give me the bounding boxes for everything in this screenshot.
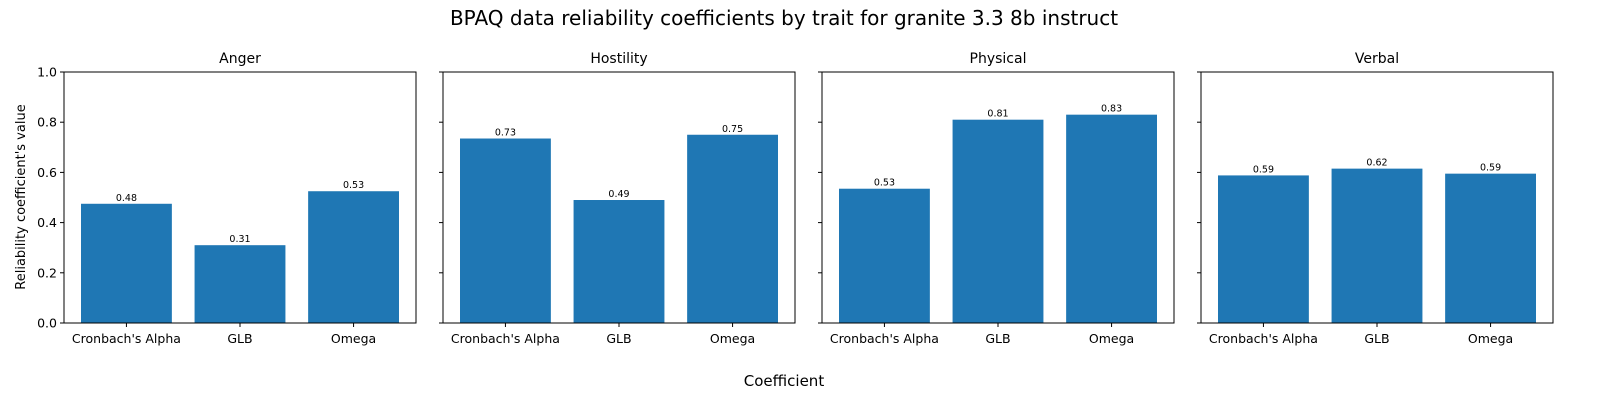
- y-tick-label: 0.6: [37, 165, 57, 180]
- x-tick-label: Omega: [331, 331, 376, 346]
- y-axis-label: Reliability coefficient's value: [14, 104, 29, 289]
- chart-title: BPAQ data reliability coefficients by tr…: [450, 6, 1118, 30]
- bar-cronbach-s-alpha: [81, 203, 172, 323]
- bar-glb: [1331, 168, 1423, 323]
- bar-cronbach-s-alpha: [460, 138, 551, 323]
- bar-value-label: 0.49: [608, 189, 629, 200]
- chart-panels: Anger 0.48 Cronbach's Alpha 0.31 GLB 0.53 Omeg…: [37, 51, 1554, 346]
- x-tick-label: Omega: [1468, 331, 1513, 346]
- panel-frame: [821, 71, 1175, 324]
- y-tick-label: 0.4: [37, 215, 57, 230]
- bar-value-label: 0.31: [229, 234, 250, 245]
- panel-frame: [442, 71, 796, 324]
- y-tick-label: 0.2: [37, 265, 57, 280]
- x-tick-label: Cronbach's Alpha: [830, 331, 939, 346]
- y-tick-label: 1.0: [37, 65, 57, 80]
- bar-omega: [308, 191, 399, 323]
- bar-value-label: 0.48: [116, 193, 137, 204]
- panel-physical: Physical 0.53 Cronbach's Alpha 0.81 GLB 0.83 O…: [818, 51, 1175, 346]
- panel-verbal: Verbal 0.59 Cronbach's Alpha 0.62 GLB 0.59 Ome…: [1197, 51, 1554, 346]
- bar-value-label: 0.83: [1101, 104, 1122, 115]
- bar-value-label: 0.62: [1366, 158, 1387, 169]
- x-tick-label: Cronbach's Alpha: [1209, 331, 1318, 346]
- panel-hostility: Hostility 0.73 Cronbach's Alpha 0.49 GLB 0.75…: [439, 51, 796, 346]
- bar-value-label: 0.81: [987, 109, 1008, 120]
- x-axis-label: Coefficient: [744, 372, 825, 390]
- panel-title: Physical: [970, 51, 1027, 67]
- x-tick-label: Omega: [710, 331, 755, 346]
- bar-omega: [1066, 114, 1157, 323]
- x-tick-label: Cronbach's Alpha: [451, 331, 560, 346]
- x-tick-label: GLB: [985, 331, 1010, 346]
- panel-title: Hostility: [590, 51, 647, 67]
- bar-glb: [194, 245, 286, 323]
- x-tick-label: GLB: [1364, 331, 1389, 346]
- bar-value-label: 0.73: [495, 128, 516, 139]
- bar-value-label: 0.59: [1480, 163, 1501, 174]
- x-tick-label: GLB: [606, 331, 631, 346]
- panel-anger: Anger 0.48 Cronbach's Alpha 0.31 GLB 0.53 Omeg…: [37, 51, 417, 346]
- panel-frame: [1200, 71, 1554, 324]
- x-tick-label: Omega: [1089, 331, 1134, 346]
- panel-title: Anger: [219, 51, 261, 67]
- bar-cronbach-s-alpha: [839, 188, 930, 323]
- bar-glb: [573, 200, 665, 323]
- bar-value-label: 0.59: [1253, 164, 1274, 175]
- bar-value-label: 0.53: [343, 180, 364, 191]
- panel-title: Verbal: [1355, 51, 1399, 67]
- y-tick-label: 0.0: [37, 316, 57, 331]
- panel-frame: [63, 71, 417, 324]
- x-tick-label: Cronbach's Alpha: [72, 331, 181, 346]
- x-tick-label: GLB: [227, 331, 252, 346]
- bar-value-label: 0.75: [722, 124, 743, 135]
- bar-glb: [952, 119, 1044, 323]
- bar-value-label: 0.53: [874, 178, 895, 189]
- y-tick-label: 0.8: [37, 115, 57, 130]
- bar-omega: [1445, 173, 1536, 323]
- bar-cronbach-s-alpha: [1218, 175, 1309, 323]
- bar-omega: [687, 134, 778, 323]
